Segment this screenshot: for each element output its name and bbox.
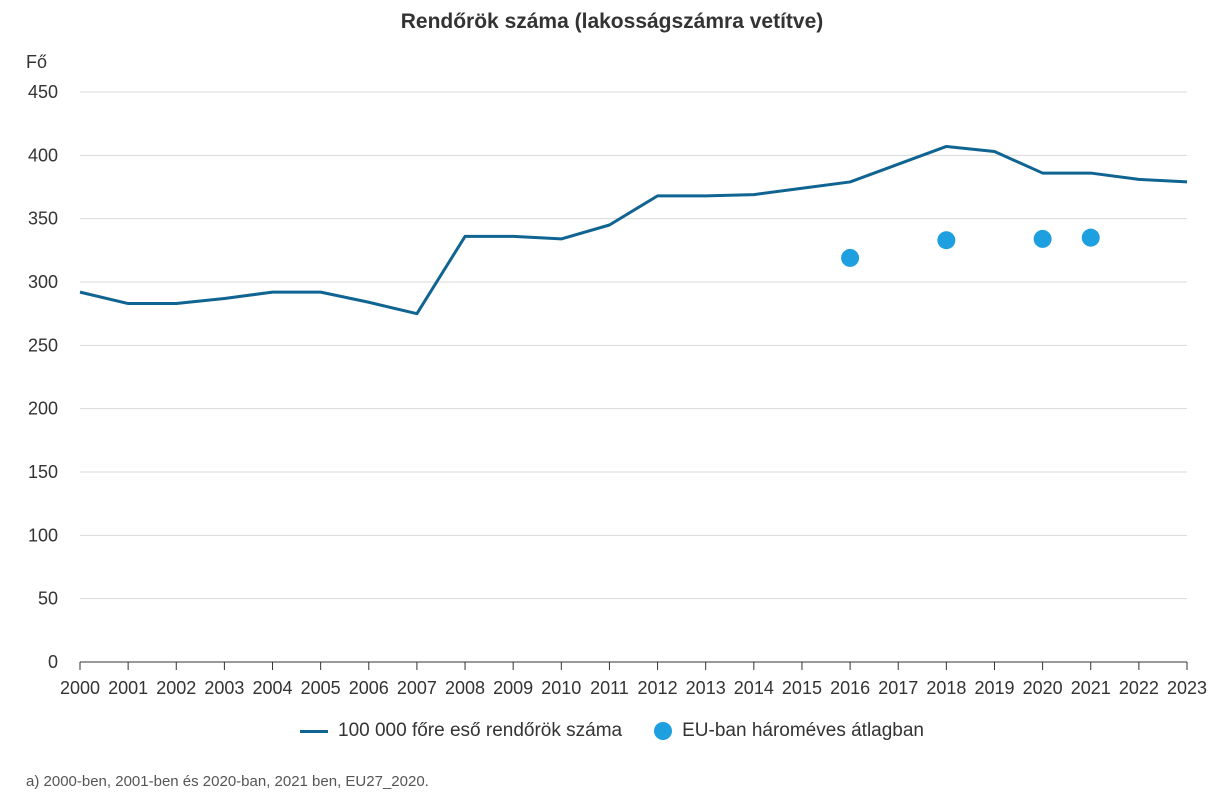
x-tick-label: 2004 [252, 678, 292, 698]
x-tick-label: 2018 [926, 678, 966, 698]
y-tick-label: 150 [28, 462, 58, 482]
x-tick-label: 2010 [541, 678, 581, 698]
legend-label-dots: EU-ban hároméves átlagban [682, 720, 924, 741]
x-tick-label: 2013 [686, 678, 726, 698]
x-tick-label: 2009 [493, 678, 533, 698]
x-tick-label: 2017 [878, 678, 918, 698]
x-tick-label: 2016 [830, 678, 870, 698]
x-tick-label: 2023 [1167, 678, 1207, 698]
eu-average-point [1033, 229, 1052, 248]
legend: 100 000 főre eső rendőrök száma EU-ban h… [0, 720, 1224, 742]
eu-average-point [937, 231, 956, 250]
y-tick-label: 200 [28, 399, 58, 419]
x-tick-label: 2014 [734, 678, 774, 698]
eu-average-point [841, 248, 860, 267]
x-tick-label: 2007 [397, 678, 437, 698]
series-line-police-per-100k [79, 144, 1188, 316]
y-tick-label: 250 [28, 335, 58, 355]
eu-average-point [1081, 228, 1100, 247]
x-tick-label: 2003 [204, 678, 244, 698]
x-tick-label: 2011 [590, 678, 629, 698]
legend-label-line: 100 000 főre eső rendőrök száma [338, 720, 623, 741]
x-tick-label: 2021 [1071, 678, 1111, 698]
footnote: a) 2000-ben, 2001-ben és 2020-ban, 2021 … [26, 773, 429, 790]
legend-line-swatch [300, 729, 328, 733]
x-tick-label: 2015 [782, 678, 822, 698]
y-tick-label: 50 [38, 589, 58, 609]
x-tick-label: 2000 [60, 678, 100, 698]
y-tick-label: 100 [28, 525, 58, 545]
y-tick-label: 0 [48, 652, 58, 672]
x-tick-label: 2002 [156, 678, 196, 698]
legend-item-dots[interactable]: EU-ban hároméves átlagban [654, 720, 924, 742]
y-tick-label: 400 [28, 145, 58, 165]
y-axis-label: Fő [26, 52, 47, 72]
axes: 0 50 100 150 200 250 300 350 400 450 2000 2001 2002 2… [28, 82, 1207, 698]
x-tick-label: 2022 [1119, 678, 1159, 698]
legend-item-line[interactable]: 100 000 főre eső rendőrök száma [300, 720, 622, 742]
chart-title: Rendőrök száma (lakosságszámra vetítve) [400, 10, 824, 33]
legend-dot-swatch [654, 722, 673, 740]
x-tick-label: 2005 [301, 678, 341, 698]
x-tick-label: 2012 [638, 678, 678, 698]
gridlines [80, 91, 1187, 600]
series [79, 144, 1188, 316]
y-tick-label: 300 [28, 272, 58, 292]
x-tick-label: 2006 [349, 678, 389, 698]
x-tick-label: 2019 [974, 678, 1014, 698]
y-tick-label: 350 [28, 209, 58, 229]
x-tick-label: 2008 [445, 678, 485, 698]
x-tick-label: 2001 [108, 678, 148, 698]
y-tick-label: 450 [28, 82, 58, 102]
x-tick-label: 2020 [1023, 678, 1063, 698]
